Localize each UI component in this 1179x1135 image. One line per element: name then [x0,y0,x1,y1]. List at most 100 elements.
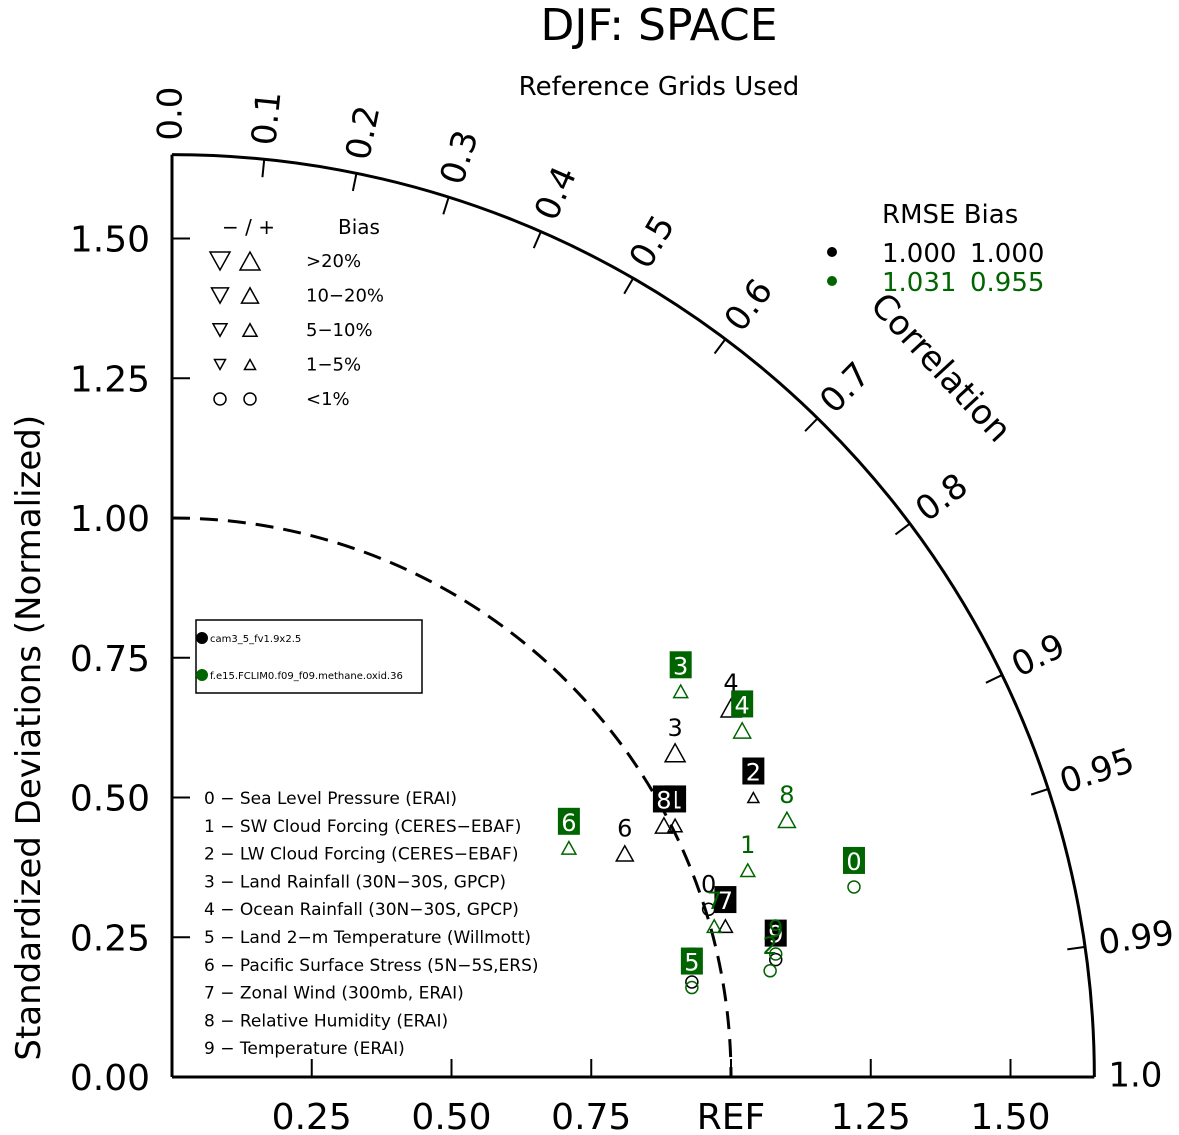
data-label-box [742,757,765,785]
data-marker [705,918,723,934]
corr-tick-label: 0.8 [908,466,975,530]
data-label: 6 [561,809,576,837]
data-marker [685,975,699,989]
data-label: 8 [779,781,794,809]
data-label-box [764,919,787,947]
correlation-title: Correlation [862,285,1019,450]
variable-legend-item: 1 − SW Cloud Forcing (CERES−EBAF) [204,817,521,837]
data-label: 2 [746,759,761,787]
data-marker [615,844,635,862]
rmse-table-rmse: 1.031 [882,268,956,298]
variable-legend-item: 0 − Sea Level Pressure (ERAI) [204,789,457,809]
data-label-box [842,846,865,874]
data-label: 1 [740,831,755,859]
data-marker [732,721,752,739]
y-tick-label: 1.00 [70,499,150,540]
case-legend-label: f.e15.FCLIM0.f09_f09.methane.oxid.36 [210,671,403,682]
data-marker [768,952,783,967]
bias-legend-neg-symbol [210,287,230,305]
bias-legend-neg-symbol [208,251,232,272]
data-marker [685,980,699,995]
x-tick-label: 1.50 [970,1097,1050,1135]
x-tick-label: 0.50 [411,1097,491,1135]
corr-tick-label: 0.9 [1005,626,1071,686]
data-marker [717,918,734,934]
data-marker [560,839,578,855]
y-tick-label: 1.25 [70,359,150,400]
data-label-box [680,947,703,975]
y-tick-label: 0.00 [70,1058,150,1099]
corr-tick [351,173,358,192]
case-legend-marker [196,632,208,644]
corr-tick [985,674,1003,684]
x-tick-label: REF [697,1097,765,1135]
corr-tick [623,277,635,295]
case-legend-box [195,619,423,694]
corr-tick [713,338,727,355]
corr-tick-label: 1.0 [1108,1056,1162,1096]
variable-legend-item: 9 − Temperature (ERAI) [204,1039,405,1059]
corr-tick [894,522,911,536]
data-label: 9 [768,921,783,949]
x-tick-label: 1.25 [831,1097,911,1135]
corr-tick-label: 0.7 [812,355,878,422]
bias-legend-pos-symbol [240,286,260,304]
variable-legend-item: 6 − Pacific Surface Stress (5N−5S,ERS) [204,956,539,976]
bias-legend-label: >20% [306,251,361,272]
data-marker [672,683,689,699]
y-axis-title: Standardized Deviations (Normalized) [9,415,49,1061]
rmse-table-bias: 0.955 [970,268,1044,298]
corr-tick [1030,788,1049,796]
data-label: 3 [673,652,688,680]
data-label: 2 [762,932,777,960]
points-layer: 01234567890123456789 [557,651,865,995]
variable-legend-item: 4 − Ocean Rainfall (30N−30S, GPCP) [204,900,519,920]
bias-legend-pos-symbol [243,392,257,406]
x-tick-label: 0.25 [272,1097,352,1135]
chart-subtitle: Reference Grids Used [519,72,800,102]
bias-legend-neg-symbol [213,358,227,371]
data-marker [777,810,797,829]
data-marker [746,791,761,804]
data-label: 0 [846,848,861,876]
corr-tick [442,196,450,215]
bias-legend-label: 5−10% [306,320,373,341]
bias-legend-signs: − / + [222,215,275,239]
data-label: 8 [656,786,671,814]
rmse-table-marker [827,276,837,286]
variable-legend-item: 5 − Land 2−m Temperature (Willmott) [204,928,531,948]
data-label: 0 [701,870,716,898]
y-tick-label: 0.75 [70,639,150,680]
data-marker [654,816,674,834]
data-label: 7 [707,887,722,915]
data-label: 6 [617,814,632,842]
data-marker [739,862,757,878]
rmse-table-rmse: 1.000 [882,239,956,269]
data-label: 7 [718,887,733,915]
corr-tick-label: 0.95 [1055,741,1139,803]
corr-tick [1067,945,1086,951]
corr-tick-label: 0.3 [432,126,486,190]
legend-layer: − / + Bias >20% 10−20% 5−10% 1−5% <1% RMSE Bias… [195,200,1044,1059]
correlation-arc [171,153,1096,1078]
case-legend-label: cam3_5_fv1.9x2.5 [210,634,301,645]
bias-legend-pos-symbol [238,250,262,271]
data-marker [763,964,777,978]
data-marker [666,817,684,833]
bias-legend-label: <1% [306,389,350,410]
data-label: 3 [667,714,682,742]
data-label-box [714,886,737,914]
corr-tick-label: 0.99 [1096,913,1177,963]
data-label: 9 [768,915,783,943]
data-marker [847,880,861,894]
variable-legend-item: 3 − Land Rainfall (30N−30S, GPCP) [204,872,506,892]
bias-legend-label: 10−20% [306,286,384,307]
data-label: 4 [735,691,750,719]
bias-legend-pos-symbol [241,322,259,338]
data-label: 4 [723,669,738,697]
bias-legend-neg-symbol [213,392,227,406]
bias-legend-label: 1−5% [306,355,361,376]
corr-tick-label: 0.2 [338,102,388,163]
data-marker [768,947,783,961]
